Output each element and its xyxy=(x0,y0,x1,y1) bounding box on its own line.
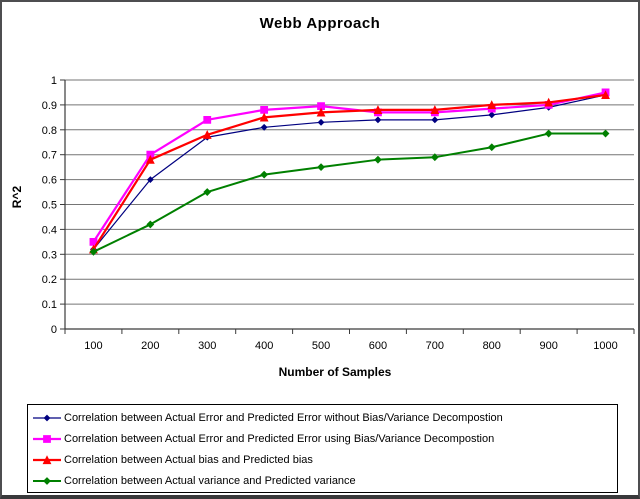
series-marker-square xyxy=(203,115,212,124)
series-marker-diamond xyxy=(374,116,382,124)
plot-area: 0 0.1 0.2 0.3 0.4 0.5 0.6 0.7 0.8 0.9 1 100 200 300 40… xyxy=(42,75,635,352)
series-line xyxy=(92,91,606,243)
y-tick-label: 0.5 xyxy=(42,200,57,212)
series-marker-triangle xyxy=(259,112,269,122)
y-tick-label: 0.4 xyxy=(42,224,57,236)
y-tick-label: 0.2 xyxy=(42,274,57,286)
series-marker-triangle xyxy=(544,97,554,107)
series-marker-square xyxy=(260,105,269,114)
legend-item: Correlation between Actual Error and Pre… xyxy=(32,428,617,449)
series-marker-triangle xyxy=(487,100,497,109)
y-tick-label: 0 xyxy=(51,324,57,336)
y-tick-label: 0.1 xyxy=(42,299,57,311)
legend-key-triangle-icon xyxy=(33,454,61,464)
legend-item: Correlation between Actual bias and Pred… xyxy=(32,449,617,470)
series-marker-diamond xyxy=(146,220,155,229)
x-tick-label: 1000 xyxy=(593,340,617,352)
series-marker-diamond xyxy=(487,143,496,152)
series-marker-diamond xyxy=(89,247,98,256)
series-marker-diamond xyxy=(317,163,325,172)
series-marker-triangle xyxy=(145,154,155,164)
legend-item: Correlation between Actual Error and Pre… xyxy=(32,407,617,428)
legend-key-diamond-icon xyxy=(33,414,61,421)
series-marker-diamond xyxy=(203,188,212,196)
x-tick-label: 400 xyxy=(255,340,273,352)
y-tick-label: 0.3 xyxy=(42,249,57,261)
series-marker-triangle xyxy=(430,105,440,114)
y-tick-label: 1 xyxy=(51,75,57,87)
series-marker-triangle xyxy=(601,90,610,100)
x-tick-label: 700 xyxy=(426,340,444,352)
x-tick-label: 100 xyxy=(84,340,102,352)
series-marker-diamond xyxy=(260,123,268,131)
legend: Correlation between Actual Error and Pre… xyxy=(27,404,618,493)
x-tick-label: 600 xyxy=(369,340,387,352)
legend-label: Correlation between Actual variance and … xyxy=(64,474,356,487)
series-marker-diamond xyxy=(488,111,496,119)
legend-key-diamond-icon xyxy=(33,476,61,485)
x-tick-label: 900 xyxy=(539,340,557,352)
y-tick-label: 0.8 xyxy=(42,125,57,137)
x-tick-label: 500 xyxy=(312,340,330,352)
series-marker-diamond xyxy=(601,129,610,138)
series-line xyxy=(93,132,606,253)
series-line xyxy=(92,94,606,250)
series-marker-triangle xyxy=(373,105,383,114)
legend-key-square-icon xyxy=(33,434,61,443)
series-marker-square xyxy=(317,102,325,111)
series-marker-triangle xyxy=(316,107,326,117)
legend-label: Correlation between Actual Error and Pre… xyxy=(64,411,503,424)
series-marker-diamond xyxy=(317,118,325,126)
legend-label: Correlation between Actual Error and Pre… xyxy=(64,432,495,445)
x-tick-label: 300 xyxy=(198,340,216,352)
y-tick-label: 0.6 xyxy=(42,175,57,187)
x-tick-label: 200 xyxy=(141,340,159,352)
series-marker-diamond xyxy=(431,116,439,124)
x-axis-title: Number of Samples xyxy=(278,365,392,379)
legend-label: Correlation between Actual bias and Pred… xyxy=(64,453,313,466)
y-tick-label: 0.7 xyxy=(42,150,57,162)
series-marker-triangle xyxy=(202,130,212,139)
series-marker-diamond xyxy=(146,176,154,184)
series-line xyxy=(92,93,606,250)
y-tick-label: 0.9 xyxy=(42,100,57,112)
series-marker-diamond xyxy=(374,155,382,164)
x-tick-label: 800 xyxy=(483,340,501,352)
series-marker-diamond xyxy=(260,170,269,179)
chart-title: Webb Approach xyxy=(259,15,381,32)
series-marker-diamond xyxy=(430,153,439,162)
series-marker-diamond xyxy=(544,129,553,138)
legend-item: Correlation between Actual variance and … xyxy=(32,470,617,491)
